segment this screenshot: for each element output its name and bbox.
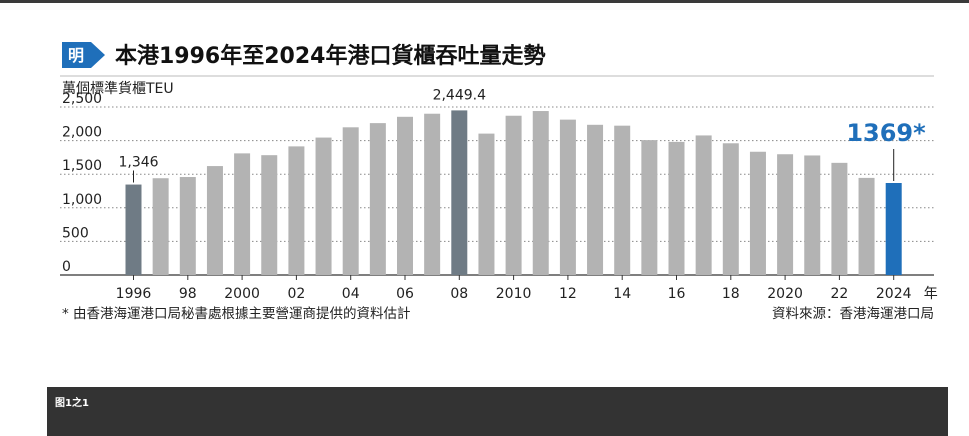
x-tick-label: 22: [830, 286, 848, 302]
x-tick-label: 02: [287, 286, 305, 302]
footnote: * 由香港海運港口局秘書處根據主要營運商提供的資料估計: [62, 306, 411, 322]
x-tick-label: 98: [179, 286, 197, 302]
x-tick-label: 2000: [224, 286, 260, 302]
y-tick-label: 0: [62, 259, 71, 275]
bar-1998: [180, 177, 196, 275]
throughput-chart: 明 本港1996年至2024年港口貨櫃吞吐量走勢 萬個標準貨櫃TEU 05001…: [0, 0, 969, 385]
caption-bar: 图1之1: [47, 387, 948, 436]
bar-1999: [207, 166, 223, 275]
bar-2021: [804, 155, 820, 275]
bar-1997: [153, 178, 169, 275]
annotation-2008: 2,449.4: [433, 87, 487, 103]
annotation-1996: 1,346: [119, 155, 159, 171]
bar-2003: [316, 138, 332, 275]
logo-badge: 明: [62, 42, 105, 68]
bar-2020: [777, 154, 793, 275]
bar-2000: [234, 153, 250, 275]
y-tick-label: 1,000: [62, 192, 102, 208]
bar-2022: [831, 163, 847, 275]
bar-2024: [886, 183, 902, 275]
caption-label: 图1之1: [55, 394, 89, 409]
x-tick-label: 14: [613, 286, 631, 302]
bar-2012: [560, 120, 576, 275]
source-note: 資料來源：香港海運港口局: [772, 306, 934, 322]
bar-2009: [478, 134, 494, 275]
y-tick-label: 500: [62, 225, 89, 241]
bar-2014: [614, 126, 630, 275]
bar-1996: [126, 185, 142, 275]
x-tick-labels: 1996 98 2000 02 04 06 08 2010 12 14 16 18 2020 22 2024…: [116, 275, 938, 302]
bar-2007: [424, 114, 440, 275]
bar-2019: [750, 152, 766, 275]
x-tick-label: 04: [342, 286, 360, 302]
bar-2004: [343, 127, 359, 275]
y-tick-label: 2,000: [62, 125, 102, 141]
y-tick-labels: 0 500 1,000 1,500 2,000 2,500: [62, 91, 102, 275]
y-tick-label: 2,500: [62, 91, 102, 107]
bar-2002: [288, 146, 304, 275]
bar-2017: [696, 135, 712, 275]
x-tick-label: 2020: [767, 286, 803, 302]
bar-2006: [397, 117, 413, 275]
x-tick-label: 12: [559, 286, 577, 302]
chart-title: 本港1996年至2024年港口貨櫃吞吐量走勢: [115, 43, 545, 69]
logo-char: 明: [68, 46, 84, 65]
x-tick-label: 2010: [496, 286, 532, 302]
bar-2011: [533, 111, 549, 275]
x-tick-label: 18: [722, 286, 740, 302]
bar-2001: [261, 155, 277, 275]
x-tick-label: 1996: [116, 286, 152, 302]
y-tick-label: 1,500: [62, 158, 102, 174]
annotation-2024: 1369*: [846, 119, 926, 147]
x-tick-label: 08: [450, 286, 468, 302]
bar-2005: [370, 123, 386, 275]
bars: [126, 110, 902, 275]
bar-2013: [587, 125, 603, 275]
bar-2023: [859, 178, 875, 275]
bar-2015: [641, 140, 657, 275]
x-tick-label: 06: [396, 286, 414, 302]
x-tick-label: 16: [668, 286, 686, 302]
bar-2010: [506, 116, 522, 275]
bar-2008: [451, 110, 467, 275]
x-tick-label: 2024: [876, 286, 912, 302]
bar-2016: [669, 142, 685, 275]
bar-2018: [723, 143, 739, 275]
x-axis-unit: 年: [924, 286, 938, 302]
